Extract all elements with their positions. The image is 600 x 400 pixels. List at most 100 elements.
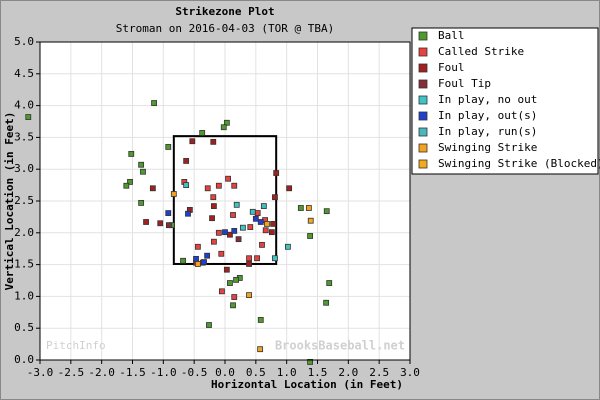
- point: [183, 158, 190, 164]
- point: [201, 259, 207, 265]
- point: [138, 200, 145, 206]
- legend-label: In play, run(s): [438, 125, 537, 138]
- legend-swatch: [418, 63, 428, 73]
- point: [272, 194, 278, 201]
- point: [246, 255, 252, 262]
- point: [270, 220, 277, 227]
- point: [252, 215, 259, 222]
- point: [230, 302, 236, 309]
- y-tick-label: 1.5: [14, 258, 34, 271]
- legend: [411, 27, 599, 175]
- watermark: BrooksBaseball.net: [275, 339, 405, 353]
- point: [326, 280, 333, 286]
- point: [239, 224, 246, 231]
- point: [204, 185, 211, 192]
- point: [210, 138, 217, 145]
- point: [227, 280, 233, 286]
- legend-swatch: [418, 111, 428, 121]
- point: [254, 210, 261, 216]
- point: [206, 322, 212, 328]
- y-tick-label: 4.5: [14, 67, 34, 80]
- x-tick-label: -2.0: [88, 366, 115, 379]
- point: [225, 175, 231, 182]
- point: [305, 205, 312, 211]
- point: [268, 229, 275, 236]
- point: [323, 299, 330, 306]
- point: [170, 191, 177, 197]
- point: [218, 250, 225, 257]
- legend-swatch: [418, 79, 428, 89]
- y-tick-label: 5.0: [14, 35, 34, 48]
- point: [233, 201, 240, 208]
- legend-swatch: [418, 127, 428, 137]
- point: [194, 261, 201, 267]
- x-tick-label: -3.0: [27, 366, 54, 379]
- point: [247, 224, 254, 230]
- point: [257, 219, 264, 225]
- y-tick-label: 0.0: [14, 353, 34, 366]
- point: [307, 359, 314, 365]
- chart-subtitle: Stroman on 2016-04-03 (TOR @ TBA): [116, 22, 335, 35]
- legend-label: Ball: [438, 29, 465, 42]
- x-tick-label: -0.5: [181, 366, 208, 379]
- y-tick-label: 2.5: [14, 194, 34, 207]
- chart-title: Strikezone Plot: [175, 5, 274, 18]
- point: [262, 227, 269, 234]
- legend-label: Called Strike: [438, 45, 524, 58]
- point: [307, 233, 314, 239]
- legend-swatch: [418, 143, 428, 153]
- point: [215, 229, 222, 236]
- point: [128, 151, 135, 157]
- legend-swatch: [418, 47, 428, 57]
- x-tick-label: -1.5: [119, 366, 146, 379]
- point: [183, 182, 190, 189]
- x-tick-label: -2.5: [58, 366, 85, 379]
- point: [284, 243, 291, 250]
- point: [286, 185, 293, 192]
- point: [220, 124, 227, 131]
- point: [209, 215, 215, 222]
- point: [143, 219, 149, 225]
- watermark: PitchInfo: [46, 339, 106, 352]
- point: [260, 203, 267, 209]
- point: [273, 170, 280, 176]
- y-axis-label: Vertical Location (in Feet): [3, 112, 16, 291]
- point: [210, 238, 217, 245]
- y-tick-label: 3.5: [14, 130, 34, 143]
- point: [272, 255, 278, 262]
- legend-label: Foul: [438, 61, 465, 74]
- point: [210, 203, 217, 209]
- x-tick-label: -1.0: [150, 366, 177, 379]
- point: [149, 185, 156, 192]
- marks: [25, 100, 333, 365]
- point: [222, 229, 228, 236]
- legend-label: Foul Tip: [438, 77, 491, 90]
- y-tick-label: 4.0: [14, 99, 34, 112]
- x-tick-label: 1.0: [277, 366, 297, 379]
- point: [123, 182, 130, 189]
- point: [165, 222, 172, 229]
- x-tick-label: 3.0: [400, 366, 420, 379]
- point: [246, 292, 252, 299]
- point: [204, 252, 211, 259]
- x-tick-label: 2.5: [369, 366, 389, 379]
- x-tick-label: 2.0: [338, 366, 358, 379]
- x-tick-label: 0.0: [215, 366, 235, 379]
- point: [323, 208, 330, 215]
- point: [257, 317, 264, 323]
- point: [307, 217, 314, 224]
- point: [264, 220, 270, 227]
- point: [138, 161, 145, 168]
- point: [151, 100, 157, 106]
- x-tick-label: 0.5: [246, 366, 266, 379]
- point: [233, 276, 240, 283]
- point: [25, 114, 32, 120]
- legend-swatch: [418, 95, 428, 105]
- point: [185, 210, 191, 217]
- legend-label: Swinging Strike: [438, 141, 537, 154]
- legend-swatch: [418, 31, 428, 41]
- y-tick-label: 1.0: [14, 289, 34, 302]
- point: [189, 138, 196, 145]
- point: [223, 119, 230, 126]
